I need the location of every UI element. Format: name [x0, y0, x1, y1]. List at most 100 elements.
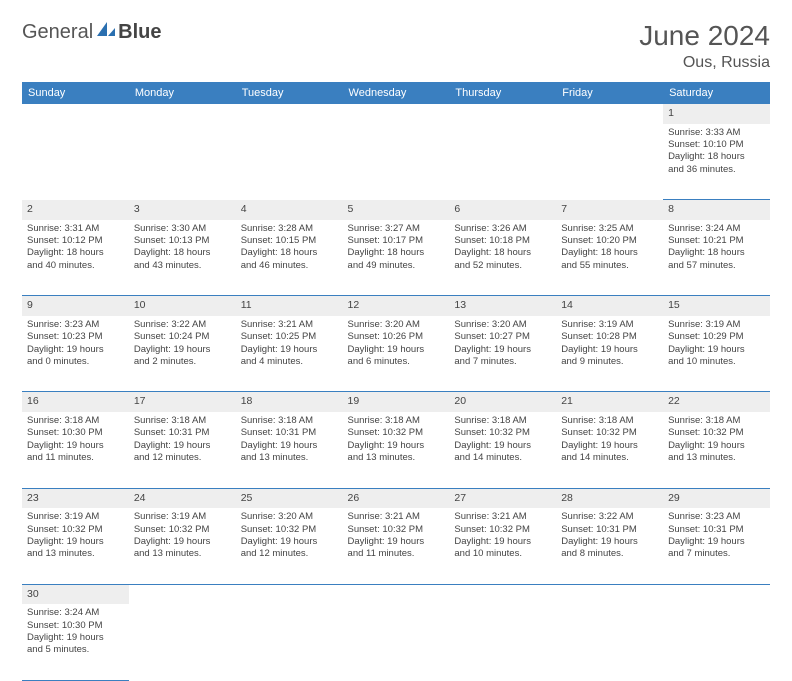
daynum-row: 16171819202122 [22, 392, 770, 412]
sunset-text: Sunset: 10:31 PM [668, 524, 765, 536]
sunset-text: Sunset: 10:32 PM [454, 524, 551, 536]
month-title: June 2024 [639, 20, 770, 52]
day-number: 3 [129, 200, 236, 220]
empty-cell [236, 104, 343, 124]
day-number: 4 [236, 200, 343, 220]
empty-cell [556, 124, 663, 200]
daylight-text: and 5 minutes. [27, 644, 124, 656]
day-number: 26 [343, 488, 450, 508]
sunset-text: Sunset: 10:31 PM [134, 427, 231, 439]
daylight-text: and 14 minutes. [561, 452, 658, 464]
daylight-text: Daylight: 19 hours [27, 440, 124, 452]
sunrise-text: Sunrise: 3:19 AM [134, 511, 231, 523]
day-number: 25 [236, 488, 343, 508]
day-number: 30 [22, 584, 129, 604]
weekday-header: Thursday [449, 82, 556, 104]
sunset-text: Sunset: 10:21 PM [668, 235, 765, 247]
daylight-text: Daylight: 18 hours [27, 247, 124, 259]
sunrise-text: Sunrise: 3:18 AM [454, 415, 551, 427]
daylight-text: and 4 minutes. [241, 356, 338, 368]
empty-cell [129, 604, 236, 680]
sunrise-text: Sunrise: 3:25 AM [561, 223, 658, 235]
day-number: 17 [129, 392, 236, 412]
daylight-text: Daylight: 18 hours [561, 247, 658, 259]
sail-icon [95, 20, 117, 44]
daylight-text: and 13 minutes. [27, 548, 124, 560]
sunset-text: Sunset: 10:32 PM [348, 524, 445, 536]
daylight-text: and 11 minutes. [348, 548, 445, 560]
sunrise-text: Sunrise: 3:21 AM [241, 319, 338, 331]
day-cell: Sunrise: 3:31 AMSunset: 10:12 PMDaylight… [22, 220, 129, 296]
info-row: Sunrise: 3:19 AMSunset: 10:32 PMDaylight… [22, 508, 770, 584]
sunrise-text: Sunrise: 3:18 AM [348, 415, 445, 427]
daylight-text: and 57 minutes. [668, 260, 765, 272]
info-row: Sunrise: 3:31 AMSunset: 10:12 PMDaylight… [22, 220, 770, 296]
sunrise-text: Sunrise: 3:30 AM [134, 223, 231, 235]
empty-cell [236, 584, 343, 604]
day-number: 22 [663, 392, 770, 412]
day-cell: Sunrise: 3:19 AMSunset: 10:32 PMDaylight… [22, 508, 129, 584]
daylight-text: Daylight: 19 hours [454, 536, 551, 548]
day-number: 7 [556, 200, 663, 220]
daylight-text: Daylight: 18 hours [668, 151, 765, 163]
day-number: 16 [22, 392, 129, 412]
weekday-header: Wednesday [343, 82, 450, 104]
daylight-text: Daylight: 19 hours [241, 344, 338, 356]
empty-cell [449, 604, 556, 680]
day-number: 29 [663, 488, 770, 508]
day-cell: Sunrise: 3:18 AMSunset: 10:32 PMDaylight… [449, 412, 556, 488]
sunrise-text: Sunrise: 3:20 AM [241, 511, 338, 523]
day-number: 28 [556, 488, 663, 508]
sunrise-text: Sunrise: 3:24 AM [668, 223, 765, 235]
day-number: 13 [449, 296, 556, 316]
empty-cell [343, 584, 450, 604]
day-cell: Sunrise: 3:18 AMSunset: 10:31 PMDaylight… [129, 412, 236, 488]
daynum-row: 23242526272829 [22, 488, 770, 508]
sunset-text: Sunset: 10:26 PM [348, 331, 445, 343]
empty-cell [129, 124, 236, 200]
sunset-text: Sunset: 10:30 PM [27, 427, 124, 439]
sunrise-text: Sunrise: 3:19 AM [27, 511, 124, 523]
sunset-text: Sunset: 10:10 PM [668, 139, 765, 151]
day-number: 20 [449, 392, 556, 412]
daylight-text: and 7 minutes. [454, 356, 551, 368]
empty-cell [129, 584, 236, 604]
daylight-text: and 13 minutes. [348, 452, 445, 464]
daylight-text: Daylight: 19 hours [668, 344, 765, 356]
sunset-text: Sunset: 10:25 PM [241, 331, 338, 343]
day-number: 11 [236, 296, 343, 316]
day-number: 2 [22, 200, 129, 220]
day-cell: Sunrise: 3:24 AMSunset: 10:30 PMDaylight… [22, 604, 129, 680]
daynum-row: 1 [22, 104, 770, 124]
sunrise-text: Sunrise: 3:20 AM [348, 319, 445, 331]
logo: GeneralBlue [22, 20, 162, 44]
day-number: 6 [449, 200, 556, 220]
day-cell: Sunrise: 3:18 AMSunset: 10:30 PMDaylight… [22, 412, 129, 488]
sunrise-text: Sunrise: 3:22 AM [561, 511, 658, 523]
daylight-text: Daylight: 19 hours [134, 344, 231, 356]
day-cell: Sunrise: 3:26 AMSunset: 10:18 PMDaylight… [449, 220, 556, 296]
sunset-text: Sunset: 10:32 PM [561, 427, 658, 439]
daylight-text: Daylight: 19 hours [668, 536, 765, 548]
daylight-text: and 9 minutes. [561, 356, 658, 368]
sunrise-text: Sunrise: 3:31 AM [27, 223, 124, 235]
day-cell: Sunrise: 3:21 AMSunset: 10:32 PMDaylight… [449, 508, 556, 584]
sunset-text: Sunset: 10:17 PM [348, 235, 445, 247]
daylight-text: and 13 minutes. [241, 452, 338, 464]
sunset-text: Sunset: 10:20 PM [561, 235, 658, 247]
daylight-text: Daylight: 18 hours [668, 247, 765, 259]
daylight-text: Daylight: 18 hours [134, 247, 231, 259]
day-cell: Sunrise: 3:33 AMSunset: 10:10 PMDaylight… [663, 124, 770, 200]
sunrise-text: Sunrise: 3:24 AM [27, 607, 124, 619]
daylight-text: and 52 minutes. [454, 260, 551, 272]
day-cell: Sunrise: 3:20 AMSunset: 10:26 PMDaylight… [343, 316, 450, 392]
day-number: 15 [663, 296, 770, 316]
daylight-text: Daylight: 19 hours [348, 344, 445, 356]
sunrise-text: Sunrise: 3:33 AM [668, 127, 765, 139]
daylight-text: Daylight: 19 hours [561, 536, 658, 548]
weekday-header: Monday [129, 82, 236, 104]
day-cell: Sunrise: 3:30 AMSunset: 10:13 PMDaylight… [129, 220, 236, 296]
sunrise-text: Sunrise: 3:18 AM [134, 415, 231, 427]
empty-cell [22, 124, 129, 200]
day-cell: Sunrise: 3:19 AMSunset: 10:29 PMDaylight… [663, 316, 770, 392]
